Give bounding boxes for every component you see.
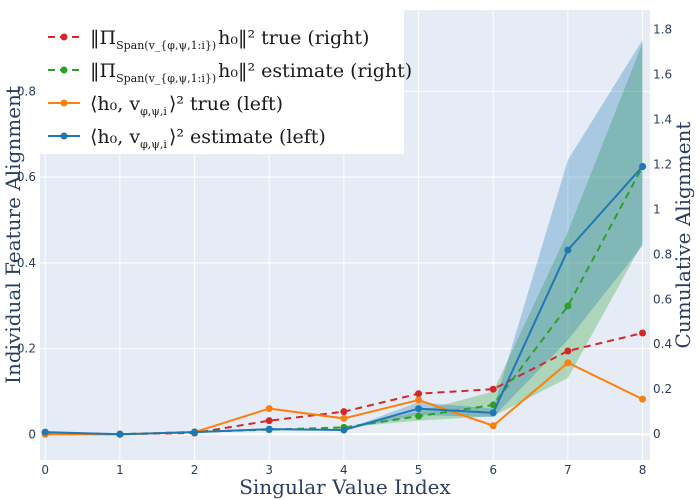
legend-label-tail: h₀‖² estimate (right) xyxy=(218,60,412,82)
legend: ‖ΠSpan(v_{φ,ψ,1:i}) h₀‖² true (right)‖ΠSp… xyxy=(40,10,412,154)
y2-tick-label: 0.4 xyxy=(653,337,672,351)
y2-tick-label: 1 xyxy=(653,202,661,216)
proj-true-right-point xyxy=(639,329,647,337)
legend-label-main: ⟨h₀, v xyxy=(90,93,140,115)
inner-true-left-point xyxy=(564,359,572,367)
legend-label-main: ⟨h₀, v xyxy=(90,126,140,148)
legend-marker-proj-estimate-right xyxy=(60,66,68,74)
proj-estimate-right-point xyxy=(415,412,423,420)
legend-label-tail: ⟩² true (left) xyxy=(169,93,283,115)
inner-estimate-left-point xyxy=(191,428,199,436)
x-axis-title: Singular Value Index xyxy=(239,475,451,499)
y2-tick-label: 1.2 xyxy=(653,157,672,171)
legend-label-inner-estimate-left: ⟨h₀, vφ,ψ,i ⟩² estimate (left) xyxy=(90,126,326,151)
y2-tick-label: 1.4 xyxy=(653,112,672,126)
inner-estimate-left-point xyxy=(116,430,124,438)
inner-true-left-point xyxy=(340,414,348,422)
inner-estimate-left-point xyxy=(639,162,647,170)
x-tick-label: 5 xyxy=(415,463,423,477)
x-tick-label: 7 xyxy=(564,463,572,477)
x-tick-label: 6 xyxy=(489,463,497,477)
x-tick-label: 0 xyxy=(41,463,49,477)
legend-marker-inner-estimate-left xyxy=(60,132,68,140)
legend-label-inner-true-left: ⟨h₀, vφ,ψ,i ⟩² true (left) xyxy=(90,93,283,118)
y-tick-label: 0.2 xyxy=(17,342,36,356)
inner-true-left-point xyxy=(415,396,423,404)
legend-background xyxy=(40,10,404,154)
legend-marker-inner-true-left xyxy=(60,99,68,107)
x-tick-label: 4 xyxy=(340,463,348,477)
proj-true-right-point xyxy=(415,390,423,398)
y-tick-label: 0.8 xyxy=(17,84,36,98)
y-tick-label: 0.6 xyxy=(17,170,36,184)
inner-estimate-left-point xyxy=(564,246,572,254)
legend-label-proj-estimate-right: ‖ΠSpan(v_{φ,ψ,1:i}) h₀‖² estimate (right) xyxy=(90,60,412,85)
x-tick-label: 1 xyxy=(116,463,124,477)
y2-tick-label: 0 xyxy=(653,427,661,441)
y2-tick-label: 1.6 xyxy=(653,68,672,82)
y-tick-label: 0.4 xyxy=(17,256,36,270)
x-tick-label: 2 xyxy=(191,463,199,477)
inner-estimate-left-point xyxy=(489,409,497,417)
inner-estimate-left-point xyxy=(415,405,423,413)
proj-true-right-point xyxy=(265,417,273,425)
x-tick-label: 8 xyxy=(639,463,647,477)
legend-label-main: ‖Π xyxy=(90,60,116,82)
proj-estimate-right-point xyxy=(564,302,572,310)
y2-tick-label: 0.2 xyxy=(653,382,672,396)
legend-label-sub: φ,ψ,i xyxy=(140,138,167,151)
inner-estimate-left-point xyxy=(340,426,348,434)
y2-tick-label: 0.6 xyxy=(653,292,672,306)
tick-layer: 0 1 2 3 4 5 6 7 8 0 0.2 0.4 0.6 0.8 0 0.2 0.4 0.6 0.8 1 1.2 1… xyxy=(17,23,672,477)
inner-true-left-point xyxy=(265,405,273,413)
proj-true-right-point xyxy=(340,408,348,416)
legend-label-sub: Span(v_{φ,ψ,1:i}) xyxy=(116,39,216,52)
proj-true-right-point xyxy=(489,385,497,393)
proj-true-right-point xyxy=(564,347,572,355)
inner-estimate-left-point xyxy=(265,425,273,433)
inner-true-left-point xyxy=(489,422,497,430)
inner-true-left-point xyxy=(639,395,647,403)
legend-label-main: ‖Π xyxy=(90,27,116,49)
legend-label-sub: Span(v_{φ,ψ,1:i}) xyxy=(116,72,216,85)
legend-label-tail: ⟩² estimate (left) xyxy=(169,126,326,148)
legend-label-tail: h₀‖² true (right) xyxy=(218,27,369,49)
inner-estimate-left-point xyxy=(41,428,49,436)
y-axis-title: Individual Feature Alignment xyxy=(1,86,25,384)
legend-label-sub: φ,ψ,i xyxy=(140,105,167,118)
line-layer xyxy=(41,162,647,438)
legend-label-proj-true-right: ‖ΠSpan(v_{φ,ψ,1:i}) h₀‖² true (right) xyxy=(90,27,369,52)
y2-tick-label: 1.8 xyxy=(653,23,672,37)
y2-axis-title: Cumulative Alignment xyxy=(671,122,695,349)
legend-marker-proj-true-right xyxy=(60,33,68,41)
y-tick-label: 0 xyxy=(28,427,36,441)
x-tick-label: 3 xyxy=(265,463,273,477)
y2-tick-label: 0.8 xyxy=(653,247,672,261)
